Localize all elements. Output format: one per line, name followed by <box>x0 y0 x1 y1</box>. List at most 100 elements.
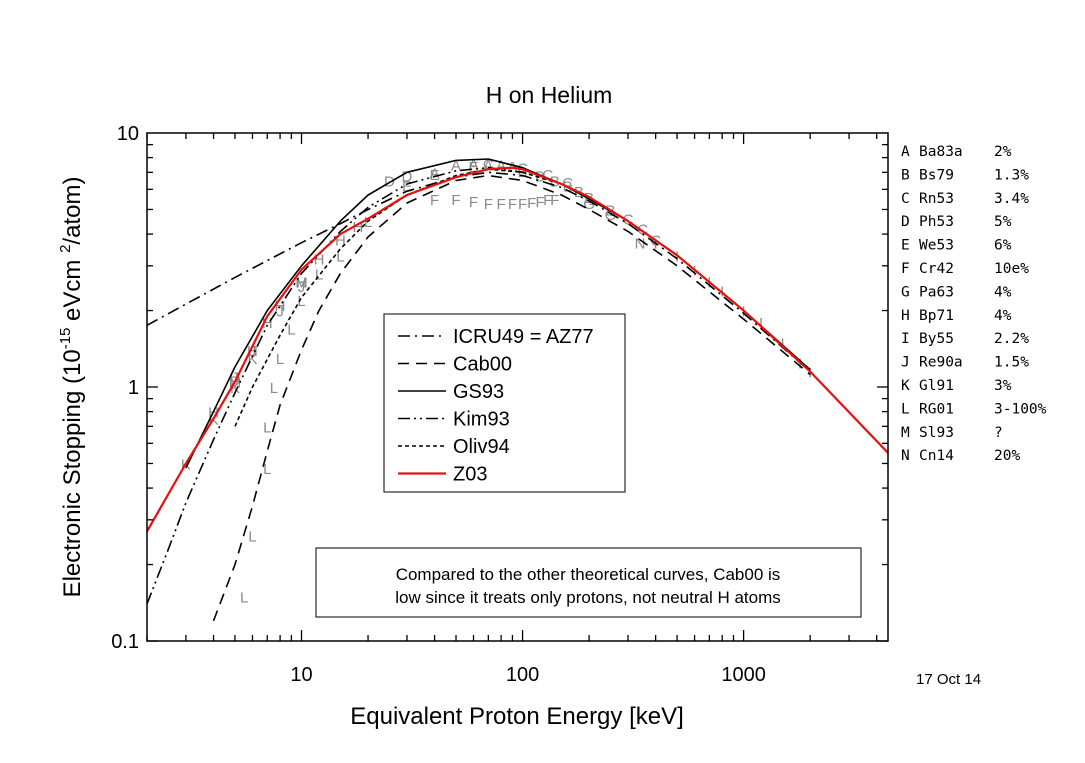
data-point-l-6: L <box>287 321 295 338</box>
data-point-f-5: F <box>508 196 517 213</box>
reference-code: N <box>901 448 910 464</box>
reference-error: 3% <box>994 378 1012 394</box>
reference-row-j: J Re90a 1.5% <box>901 355 1029 371</box>
data-point-c-3: C <box>562 175 573 192</box>
data-point-l-8: L <box>315 266 323 283</box>
data-point-i-8: I <box>798 355 802 372</box>
reference-name: Rn53 <box>919 191 954 207</box>
data-point-c-2: C <box>542 167 553 184</box>
legend-label-4: Oliv94 <box>453 436 510 458</box>
data-point-l-0: L <box>240 589 248 606</box>
legend-box: ICRU49 = AZ77 Cab00 GS93 Kim93 Oliv94 Z03 <box>383 313 626 493</box>
data-point-h-2: H <box>247 343 258 360</box>
reference-row-a: A Ba83a 2% <box>901 144 1012 160</box>
annotation-line-1: Compared to the other theoretical curves… <box>396 565 781 584</box>
axis-ticks: 10 100 1000 0.1 1 10 <box>111 123 888 686</box>
legend-label-0: ICRU49 = AZ77 <box>453 326 594 348</box>
data-point-e-0: E <box>402 179 412 196</box>
legend-label-5: Z03 <box>453 464 487 486</box>
x-tick-label-10: 10 <box>290 664 312 686</box>
reference-code: B <box>901 167 910 183</box>
x-tick-label-100: 100 <box>506 664 539 686</box>
reference-code: H <box>901 308 910 324</box>
y-tick-label-10: 10 <box>117 123 139 145</box>
curve-z03 <box>147 166 888 532</box>
data-point-f-10: F <box>550 192 559 209</box>
reference-error: ? <box>994 425 1003 441</box>
reference-code: G <box>901 284 910 300</box>
reference-row-f: F Cr42 10e% <box>901 261 1029 277</box>
reference-code: K <box>901 378 910 394</box>
y-axis-label-group: Electronic Stopping (10-15 eVcm 2/atom) <box>57 177 86 598</box>
date-note: 17 Oct 14 <box>916 671 981 688</box>
reference-name: We53 <box>919 238 954 254</box>
data-point-l-5: L <box>276 351 284 368</box>
reference-row-l: L RG01 3-100% <box>901 401 1047 417</box>
reference-name: Bp71 <box>919 308 954 324</box>
reference-error: 4% <box>994 284 1012 300</box>
reference-code: F <box>901 261 910 277</box>
data-point-c-0: C <box>483 156 494 173</box>
annotation-line-2: low since it treats only protons, not ne… <box>395 588 781 607</box>
legend-label-2: GS93 <box>453 381 504 403</box>
reference-row-c: C Rn53 3.4% <box>901 191 1029 207</box>
data-point-a-0: A <box>430 165 440 182</box>
data-point-l-9: L <box>336 248 344 265</box>
y-tick-label-0.1: 0.1 <box>111 631 139 653</box>
data-point-a-2: A <box>469 156 479 173</box>
reference-name: Re90a <box>919 355 963 371</box>
reference-code: C <box>901 191 910 207</box>
data-point-n-0: N <box>635 236 646 253</box>
data-point-h-5: H <box>296 275 307 292</box>
data-point-k-2: K <box>230 380 240 397</box>
data-point-a-3: A <box>483 158 493 175</box>
data-point-i-1: I <box>675 248 679 265</box>
data-point-g-1: G <box>605 207 617 224</box>
theory-curves <box>147 158 888 622</box>
reference-code: I <box>901 331 910 347</box>
legend-frame <box>383 313 626 493</box>
chart-title: H on Helium <box>486 82 613 108</box>
curve-kim93 <box>147 166 523 605</box>
data-point-h-1: H <box>230 369 241 386</box>
data-point-f-6: F <box>518 196 527 213</box>
data-point-l-7: L <box>297 293 305 310</box>
reference-code: E <box>901 238 910 254</box>
reference-row-e: E We53 6% <box>901 238 1012 254</box>
reference-error: 3.4% <box>994 191 1029 207</box>
data-point-f-4: F <box>497 196 506 213</box>
data-point-f-1: F <box>451 192 460 209</box>
reference-error: 4% <box>994 308 1012 324</box>
reference-row-i: I By55 2.2% <box>901 331 1029 347</box>
reference-name: RG01 <box>919 401 954 417</box>
reference-row-g: G Pa63 4% <box>901 284 1012 300</box>
reference-error: 5% <box>994 214 1012 230</box>
reference-error: 6% <box>994 238 1012 254</box>
reference-error: 20% <box>994 448 1020 464</box>
data-point-h-8: H <box>353 219 364 236</box>
y-tick-label-1: 1 <box>128 377 139 399</box>
y-label-prefix: Electronic Stopping (10 <box>59 349 86 597</box>
data-point-h-7: H <box>335 233 346 250</box>
annotation-frame <box>315 547 862 618</box>
data-point-f-0: F <box>430 192 439 209</box>
legend-label-3: Kim93 <box>453 409 510 431</box>
reference-name: Gl91 <box>919 378 954 394</box>
reference-row-n: N Cn14 20% <box>901 448 1020 464</box>
y-label-middle: eVcm <box>59 253 86 328</box>
reference-code: J <box>901 355 910 371</box>
reference-name: Cn14 <box>919 448 954 464</box>
x-tick-label-1000: 1000 <box>721 664 766 686</box>
y-label-exponent-2: 2 <box>57 245 74 253</box>
reference-error: 2% <box>994 144 1012 160</box>
data-point-k-3: K <box>247 351 257 368</box>
y-axis-label: Electronic Stopping (10-15 eVcm 2/atom) <box>57 177 86 598</box>
data-point-l-1: L <box>248 529 256 546</box>
data-point-f-2: F <box>469 194 478 211</box>
reference-name: Pa63 <box>919 284 954 300</box>
reference-error: 2.2% <box>994 331 1029 347</box>
reference-error: 1.3% <box>994 167 1029 183</box>
reference-name: Cr42 <box>919 261 954 277</box>
reference-name: Ba83a <box>919 144 963 160</box>
data-point-l-10: L <box>364 214 372 231</box>
